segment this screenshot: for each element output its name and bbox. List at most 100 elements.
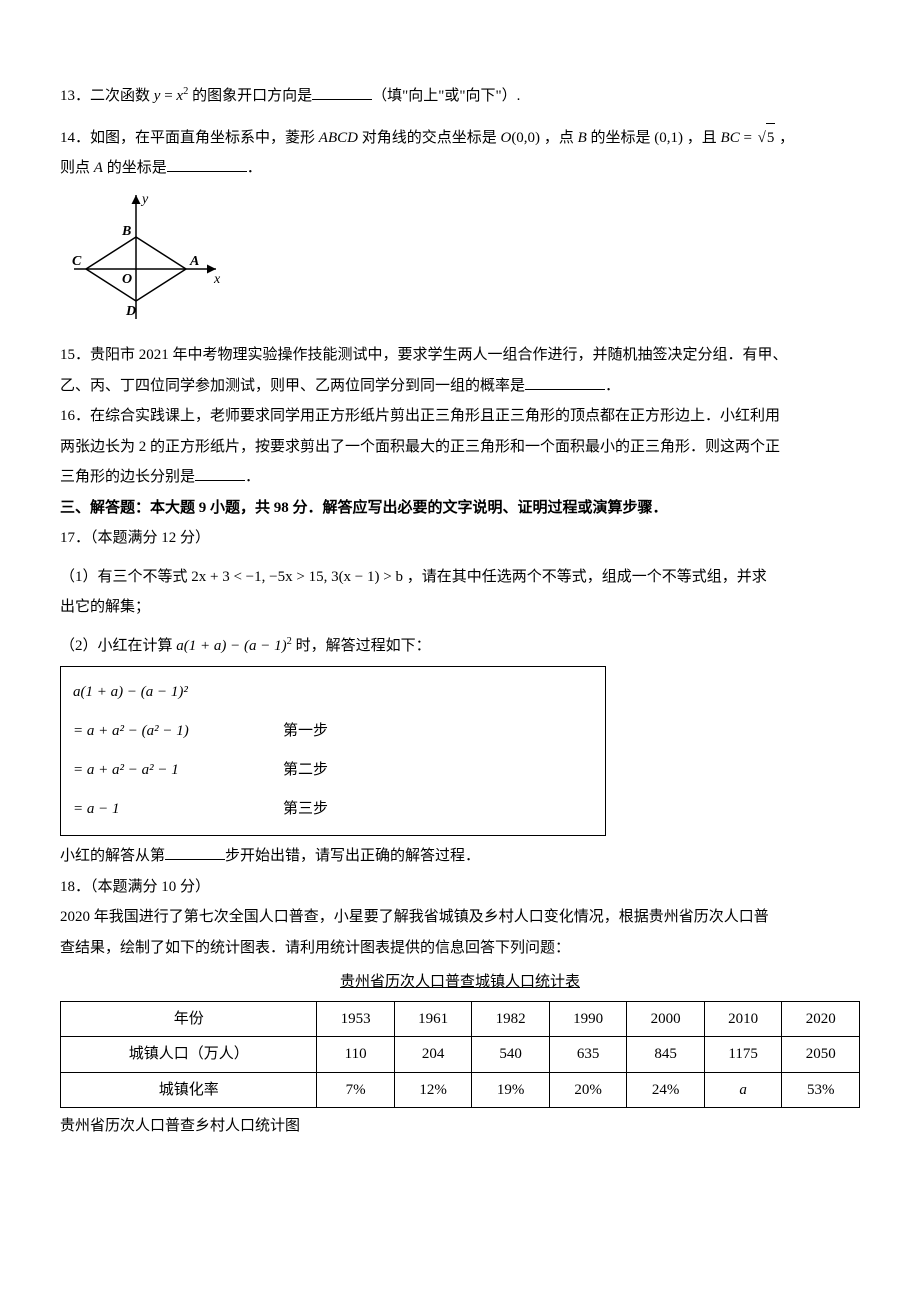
eq-row-0: a(1 + a) − (a − 1)² xyxy=(73,673,593,712)
table-cell: 53% xyxy=(782,1072,860,1108)
q17-p3a: 小红的解答从第 xyxy=(60,848,165,864)
q14-text-d: 的坐标是 xyxy=(587,130,655,146)
q13-text-c: （填"向上"或"向下"）. xyxy=(372,88,520,104)
q17-p2b: 时，解答过程如下： xyxy=(292,638,431,654)
eq-line0: a(1 + a) − (a − 1)² xyxy=(73,673,283,712)
table-cell: 24% xyxy=(627,1072,705,1108)
q16-text-c: 三角形的边长分别是 xyxy=(60,469,195,485)
q13-text-b: 的图象开口方向是 xyxy=(188,88,312,104)
table-header-year: 2000 xyxy=(627,1001,705,1037)
table-cell: 12% xyxy=(394,1072,472,1108)
q13-blank xyxy=(312,84,372,100)
svg-text:A: A xyxy=(189,254,199,269)
rhombus-coordinate-plot: y x B A C D O xyxy=(66,189,226,329)
q17-p3b: 步开始出错，请写出正确的解答过程． xyxy=(225,848,480,864)
q14-eq: = xyxy=(740,130,756,146)
question-14-line1: 14．如图，在平面直角坐标系中，菱形 ABCD 对角线的交点坐标是 O(0,0)… xyxy=(60,123,860,153)
q18-line2: 查结果，绘制了如下的统计图表．请利用统计图表提供的信息回答下列问题： xyxy=(60,934,860,963)
eq-row-2: = a + a² − a² − 1 第二步 xyxy=(73,751,593,790)
table-cell: 2050 xyxy=(782,1037,860,1073)
table-cell: 1175 xyxy=(704,1037,782,1073)
table-row: 城镇化率7%12%19%20%24%a53% xyxy=(61,1072,860,1108)
table-cell: 845 xyxy=(627,1037,705,1073)
q16-num: 16． xyxy=(60,408,90,424)
svg-text:C: C xyxy=(72,254,82,269)
q14-text-a: 如图，在平面直角坐标系中，菱形 xyxy=(90,130,319,146)
eq-row-1: = a + a² − (a² − 1) 第一步 xyxy=(73,712,593,751)
q17-ineq: 2x + 3 < −1, −5x > 15, 3(x − 1) > b xyxy=(191,569,403,585)
table-cell: 204 xyxy=(394,1037,472,1073)
table-row-label: 城镇人口（万人） xyxy=(61,1037,317,1073)
q13-text-a: 二次函数 xyxy=(90,88,154,104)
q17-blank xyxy=(165,844,225,860)
q18-subcaption: 贵州省历次人口普查乡村人口统计图 xyxy=(60,1112,860,1141)
q15-text-b: 乙、丙、丁四位同学参加测试，则甲、乙两位同学分到同一组的概率是 xyxy=(60,378,525,394)
table-header-year: 1990 xyxy=(549,1001,627,1037)
question-16-line3: 三角形的边长分别是 ． xyxy=(60,463,860,492)
question-17-header: 17．（本题满分 12 分） xyxy=(60,524,860,553)
q17-part1-line2: 出它的解集； xyxy=(60,593,860,622)
q15-num: 15． xyxy=(60,347,90,363)
table-header-year: 1953 xyxy=(317,1001,395,1037)
q16-blank xyxy=(195,465,245,481)
q14-text-f: ， xyxy=(775,130,794,146)
q14-num: 14． xyxy=(60,130,90,146)
svg-text:x: x xyxy=(213,272,221,287)
q13-expr-eq: = xyxy=(160,88,176,104)
q14-coord-b: (0,1) xyxy=(654,130,683,146)
table-row: 城镇人口（万人）11020454063584511752050 xyxy=(61,1037,860,1073)
table-cell: 540 xyxy=(472,1037,550,1073)
table-header-year: 1982 xyxy=(472,1001,550,1037)
q14-coord-o: (0,0) xyxy=(511,130,540,146)
q14-text-c: ，点 xyxy=(540,130,578,146)
svg-text:y: y xyxy=(140,192,149,207)
table-header-row: 年份1953196119821990200020102020 xyxy=(61,1001,860,1037)
table-cell: 110 xyxy=(317,1037,395,1073)
section-3-heading: 三、解答题：本大题 9 小题，共 98 分．解答应写出必要的文字说明、证明过程或… xyxy=(60,494,860,523)
svg-text:D: D xyxy=(125,304,136,319)
q17-score: （本题满分 12 分） xyxy=(90,530,210,546)
q18-num: 18． xyxy=(60,879,90,895)
q17-part3: 小红的解答从第 步开始出错，请写出正确的解答过程． xyxy=(60,842,860,871)
eq-line1-r: 第一步 xyxy=(283,712,593,751)
table-cell: a xyxy=(704,1072,782,1108)
question-15-line1: 15．贵阳市 2021 年中考物理实验操作技能测试中，要求学生两人一组合作进行，… xyxy=(60,341,860,370)
table-cell: 635 xyxy=(549,1037,627,1073)
table-header-year: 2010 xyxy=(704,1001,782,1037)
q14-B: B xyxy=(578,130,587,146)
question-16-line2: 两张边长为 2 的正方形纸片，按要求剪出了一个面积最大的正三角形和一个面积最小的… xyxy=(60,433,860,462)
table-header-label: 年份 xyxy=(61,1001,317,1037)
svg-text:O: O xyxy=(122,272,132,287)
q18-score: （本题满分 10 分） xyxy=(90,879,210,895)
q15-text-a: 贵阳市 2021 年中考物理实验操作技能测试中，要求学生两人一组合作进行，并随机… xyxy=(90,347,788,363)
q16-text-b: 两张边长为 2 的正方形纸片，按要求剪出了一个面积最大的正三角形和一个面积最小的… xyxy=(60,439,780,455)
svg-text:B: B xyxy=(121,224,131,239)
q14-A: A xyxy=(94,160,103,176)
eq-line2-l: = a + a² − a² − 1 xyxy=(73,751,283,790)
eq-line1-l: = a + a² − (a² − 1) xyxy=(73,712,283,751)
eq-line3-l: = a − 1 xyxy=(73,790,283,829)
q14-O: O xyxy=(500,130,511,146)
q14-figure: y x B A C D O xyxy=(66,189,860,340)
table-row-label: 城镇化率 xyxy=(61,1072,317,1108)
table-cell: 7% xyxy=(317,1072,395,1108)
q17-solution-box: a(1 + a) − (a − 1)² = a + a² − (a² − 1) … xyxy=(60,666,606,836)
q18-line1: 2020 年我国进行了第七次全国人口普查，小星要了解我省城镇及乡村人口变化情况，… xyxy=(60,903,860,932)
eq-row-3: = a − 1 第三步 xyxy=(73,790,593,829)
eq-line3-r: 第三步 xyxy=(283,790,593,829)
q16-text-d: ． xyxy=(245,469,260,485)
q17-part1-line1: （1）有三个不等式 2x + 3 < −1, −5x > 15, 3(x − 1… xyxy=(60,563,860,592)
q15-text-c: ． xyxy=(605,378,620,394)
q17-p1b: ，请在其中任选两个不等式，组成一个不等式组，并求 xyxy=(403,569,767,585)
question-16-line1: 16．在综合实践课上，老师要求同学用正方形纸片剪出正三角形且正三角形的顶点都在正… xyxy=(60,402,860,431)
q14-blank xyxy=(167,156,247,172)
q14-text-g: 则点 xyxy=(60,160,94,176)
q13-num: 13． xyxy=(60,88,90,104)
q14-BC: BC xyxy=(721,130,740,146)
q17-p2a: （2）小红在计算 xyxy=(60,638,176,654)
question-15-line2: 乙、丙、丁四位同学参加测试，则甲、乙两位同学分到同一组的概率是 ． xyxy=(60,372,860,401)
q14-text-e: ，且 xyxy=(683,130,721,146)
question-14-line2: 则点 A 的坐标是． xyxy=(60,154,860,183)
q14-text-h: 的坐标是 xyxy=(103,160,167,176)
q17-p1a: （1）有三个不等式 xyxy=(60,569,191,585)
